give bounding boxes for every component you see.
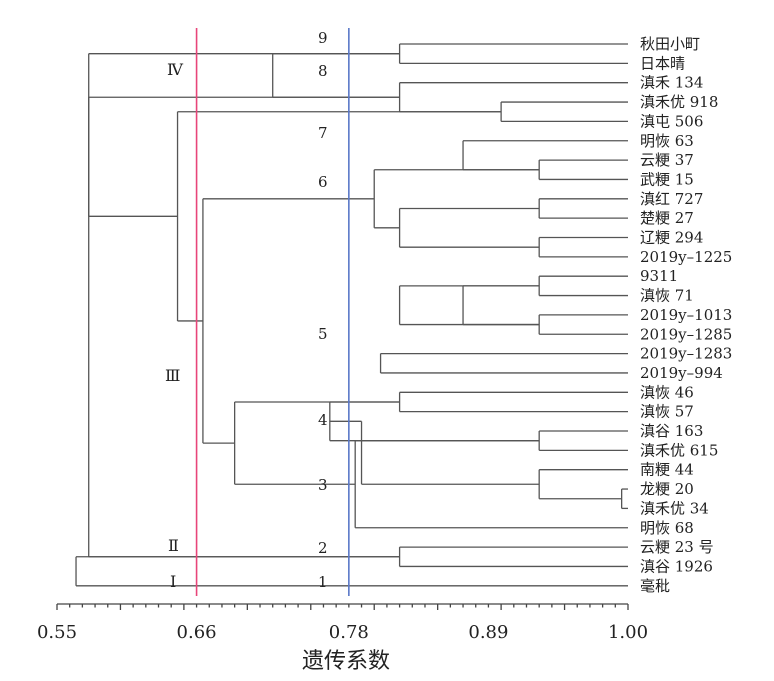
leaf-label: 日本晴 — [640, 54, 685, 72]
cluster-number-7: 7 — [318, 124, 328, 142]
leaf-label: 滇禾优 615 — [640, 441, 718, 459]
cluster-number-4: 4 — [318, 411, 328, 429]
leaf-label: 滇禾优 918 — [640, 93, 718, 111]
cluster-number-5: 5 — [318, 325, 328, 343]
leaf-label: 2019y–1283 — [640, 345, 732, 363]
leaf-label: 辽粳 294 — [640, 229, 703, 247]
cluster-number-3: 3 — [318, 476, 328, 494]
cluster-number-1: 1 — [318, 573, 328, 591]
cluster-number-2: 2 — [318, 539, 328, 557]
leaf-label: 楚粳 27 — [640, 209, 694, 227]
leaf-label: 滇禾优 34 — [640, 499, 709, 517]
leaf-label: 滇恢 46 — [640, 383, 694, 401]
threshold-lines — [195, 28, 350, 596]
leaf-label: 滇恢 57 — [640, 403, 694, 421]
cluster-number-8: 8 — [318, 62, 328, 80]
x-tick-label: 1.00 — [608, 622, 648, 643]
leaf-label: 滇谷 163 — [640, 422, 703, 440]
leaf-label: 滇恢 71 — [640, 287, 694, 305]
x-tick-label: 0.89 — [468, 622, 508, 643]
leaf-label: 2019y–1285 — [640, 325, 732, 343]
x-tick-label: 0.78 — [329, 622, 369, 643]
group-label-iv: Ⅳ — [167, 60, 184, 79]
group-label-ii: Ⅱ — [168, 536, 179, 555]
x-tick-label: 0.55 — [37, 622, 77, 643]
leaf-label: 2019y–1225 — [640, 248, 732, 266]
leaf-label: 秋田小町 — [640, 35, 700, 53]
leaf-label: 2019y–1013 — [640, 306, 732, 324]
leaf-label: 毫秕 — [640, 577, 670, 595]
leaf-label: 9311 — [640, 267, 678, 285]
dendrogram-branches — [75, 43, 628, 587]
leaf-label: 2019y–994 — [640, 364, 723, 382]
cluster-number-6: 6 — [318, 173, 328, 191]
group-label-iii: Ⅲ — [165, 366, 180, 385]
leaf-label: 滇禾 134 — [640, 74, 703, 92]
leaf-label: 滇屯 506 — [640, 112, 703, 130]
leaf-label: 明恢 68 — [640, 519, 694, 537]
leaf-label: 南粳 44 — [640, 461, 694, 479]
leaf-label: 龙粳 20 — [640, 480, 694, 498]
cluster-number-9: 9 — [318, 29, 328, 47]
leaf-label: 明恢 63 — [640, 132, 694, 150]
x-tick-label: 0.66 — [177, 622, 217, 643]
group-label-i: Ⅰ — [170, 572, 176, 591]
x-axis: 0.55 0.66 0.78 0.89 1.00 — [37, 603, 648, 643]
leaf-label: 滇红 727 — [640, 190, 703, 208]
leaf-label: 云粳 23 号 — [640, 538, 714, 556]
leaf-label: 武粳 15 — [640, 170, 694, 188]
x-axis-label: 遗传系数 — [302, 649, 390, 674]
leaf-label: 云粳 37 — [640, 151, 694, 169]
leaf-label: 滇谷 1926 — [640, 557, 713, 575]
